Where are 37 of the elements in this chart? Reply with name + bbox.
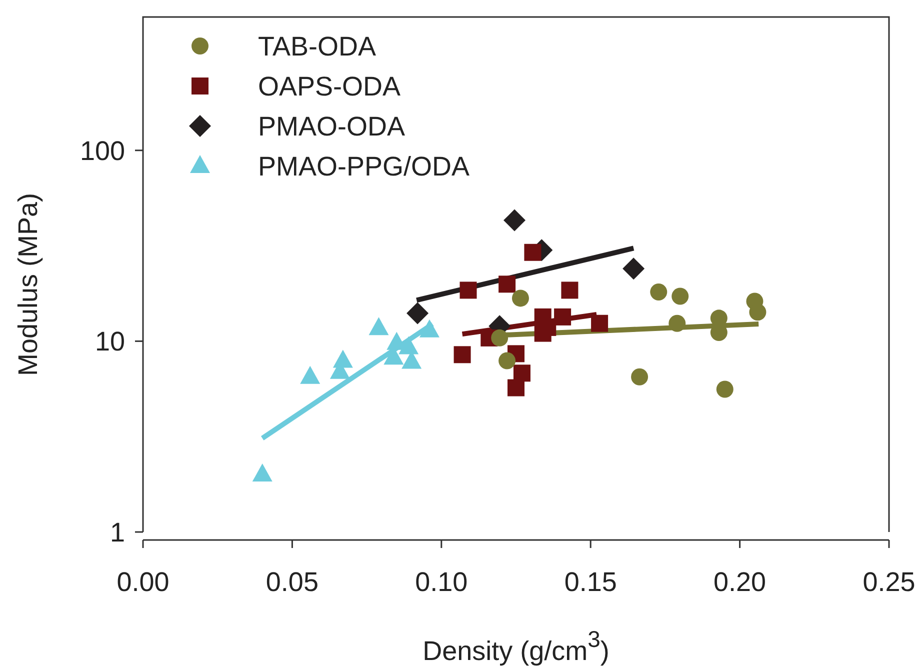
point — [668, 314, 686, 332]
point — [554, 308, 572, 326]
point — [460, 282, 477, 299]
y-axis-title: Modulus (MPa) — [13, 192, 43, 376]
point — [650, 284, 668, 301]
x-tick-label: 0.25 — [862, 567, 916, 597]
point — [524, 244, 542, 261]
legend-label: PMAO-ODA — [258, 112, 406, 142]
point — [716, 380, 734, 398]
x-tick-label: 0.00 — [116, 567, 170, 597]
legend-label: OAPS-ODA — [258, 72, 401, 102]
point — [406, 302, 429, 324]
point — [508, 379, 524, 396]
point — [454, 346, 471, 364]
point — [498, 352, 516, 370]
point — [504, 209, 526, 232]
y-tick-label: 1 — [110, 517, 125, 548]
point — [591, 314, 608, 332]
x-tick-label: 0.05 — [266, 567, 318, 597]
point — [252, 464, 272, 482]
point — [491, 329, 508, 346]
y-tick-label: 100 — [80, 136, 125, 166]
point — [631, 368, 648, 386]
x-tick-label: 0.20 — [714, 567, 766, 597]
point — [498, 276, 516, 293]
x-tick-label: 0.10 — [415, 567, 468, 597]
point — [622, 258, 645, 280]
x-tick-label: 0.15 — [564, 567, 617, 597]
point — [513, 364, 530, 382]
point — [672, 288, 689, 305]
x-axis-title: Density (g/cm$^{3}$) — [422, 626, 610, 666]
point — [512, 290, 529, 307]
y-tick-label: 10 — [94, 326, 125, 357]
legend-label: TAB-ODA — [258, 32, 376, 62]
point — [561, 282, 578, 299]
legend-label: PMAO-PPG/ODA — [258, 152, 470, 182]
point — [749, 304, 766, 321]
